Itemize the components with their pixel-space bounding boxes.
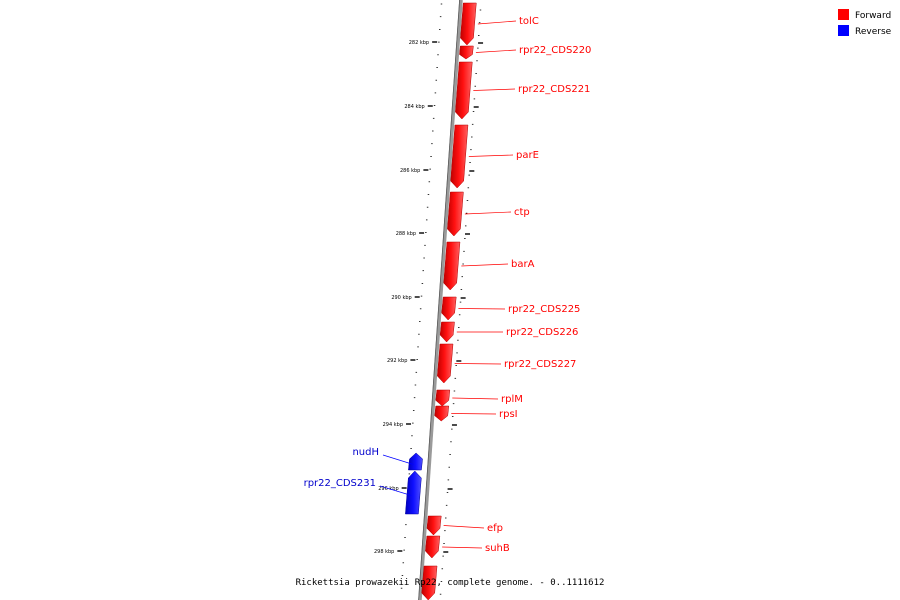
gene-leader-line xyxy=(442,546,483,549)
legend-reverse[interactable]: Reverse xyxy=(838,25,892,37)
gene-label[interactable]: rpr22_CDS231 xyxy=(304,478,376,489)
gene-rpr22_CDS227[interactable]: rpr22_CDS227 xyxy=(437,343,576,384)
gene-arrow[interactable] xyxy=(408,452,423,471)
gene-parE[interactable]: parE xyxy=(450,124,539,189)
gene-nudH[interactable]: nudH xyxy=(352,447,423,471)
tick-label: 290 kbp xyxy=(391,295,411,301)
gene-label[interactable]: barA xyxy=(511,259,535,270)
tick-label: 292 kbp xyxy=(387,358,407,364)
gene-features: tolC rpr22_CDS220 rpr22_CDS221 parE ctp barA r… xyxy=(304,2,591,600)
tick-label: 284 kbp xyxy=(404,104,424,110)
gene-leader-line xyxy=(464,211,512,215)
gene-leader-line xyxy=(458,308,506,310)
tick-label: 296 kbp xyxy=(378,486,398,492)
genome-backbone xyxy=(418,0,463,600)
gene-leader-line xyxy=(382,454,414,465)
gene-label[interactable]: efp xyxy=(487,523,503,534)
legend-forward-swatch xyxy=(838,9,849,20)
gene-arrow[interactable] xyxy=(443,241,461,291)
legend-reverse-swatch xyxy=(838,25,849,36)
gene-rpr22_CDS231[interactable]: rpr22_CDS231 xyxy=(304,470,422,515)
gene-arrow[interactable] xyxy=(435,389,451,407)
gene-arrow[interactable] xyxy=(450,124,469,189)
gene-label[interactable]: rpsI xyxy=(499,409,518,420)
gene-rplM[interactable]: rplM xyxy=(435,389,523,407)
gene-rpr22_CDS221[interactable]: rpr22_CDS221 xyxy=(455,61,590,120)
gene-leader-line xyxy=(477,20,517,25)
gene-partial-bottom[interactable] xyxy=(421,565,438,600)
tick-288-kbp: 288 kbp xyxy=(396,231,471,237)
gene-leader-line xyxy=(468,154,514,157)
gene-leader-line xyxy=(379,485,412,496)
legend-forward[interactable]: Forward xyxy=(838,9,891,21)
gene-arrow[interactable] xyxy=(439,321,455,343)
gene-label[interactable]: rpr22_CDS227 xyxy=(504,359,576,370)
gene-arrow[interactable] xyxy=(447,191,464,237)
gene-leader-line xyxy=(473,88,516,91)
tick-label: 298 kbp xyxy=(374,549,394,555)
gene-rpr22_CDS226[interactable]: rpr22_CDS226 xyxy=(439,321,578,343)
tick-label: 294 kbp xyxy=(383,422,403,428)
gene-suhB[interactable]: suhB xyxy=(425,535,510,559)
gene-arrow[interactable] xyxy=(437,343,454,384)
tick-294-kbp: 294 kbp xyxy=(383,422,457,428)
gene-label[interactable]: rpr22_CDS225 xyxy=(508,304,580,315)
gene-label[interactable]: ctp xyxy=(514,207,530,218)
tick-284-kbp: 284 kbp xyxy=(404,104,479,110)
gene-label[interactable]: rpr22_CDS226 xyxy=(506,327,578,338)
gene-arrow[interactable] xyxy=(459,45,474,60)
gene-arrow[interactable] xyxy=(421,565,438,600)
legend-forward-label: Forward xyxy=(855,11,891,21)
gene-label[interactable]: rpr22_CDS221 xyxy=(518,84,590,95)
gene-efp[interactable]: efp xyxy=(426,515,503,536)
gene-leader-line xyxy=(454,363,502,365)
tick-label: 282 kbp xyxy=(409,40,429,46)
tick-292-kbp: 292 kbp xyxy=(387,358,462,364)
gene-leader-line xyxy=(452,397,499,400)
gene-rpsI[interactable]: rpsI xyxy=(434,405,518,422)
tick-282-kbp: 282 kbp xyxy=(409,40,484,46)
tick-298-kbp: 298 kbp xyxy=(374,549,449,555)
gene-label[interactable]: parE xyxy=(516,150,539,161)
gene-arrow[interactable] xyxy=(405,470,422,515)
gene-label[interactable]: rpr22_CDS220 xyxy=(519,45,591,56)
tick-290-kbp: 290 kbp xyxy=(391,295,466,301)
gene-arrow[interactable] xyxy=(425,535,441,559)
gene-tolC[interactable]: tolC xyxy=(460,2,539,46)
gene-rpr22_CDS220[interactable]: rpr22_CDS220 xyxy=(459,45,591,60)
gene-leader-line xyxy=(461,263,509,267)
gene-barA[interactable]: barA xyxy=(443,241,535,291)
tick-label: 286 kbp xyxy=(400,168,420,174)
major-ticks: 282 kbp 284 kbp 286 kbp 288 kbp 290 kbp 292 k… xyxy=(374,40,484,555)
gene-arrow[interactable] xyxy=(434,405,450,422)
tick-label: 288 kbp xyxy=(396,231,416,237)
gene-leader-line xyxy=(475,49,517,53)
gene-arrow[interactable] xyxy=(460,2,477,46)
gene-ctp[interactable]: ctp xyxy=(447,191,530,237)
gene-rpr22_CDS225[interactable]: rpr22_CDS225 xyxy=(441,296,581,321)
gene-label[interactable]: rplM xyxy=(501,394,523,405)
gene-leader-line xyxy=(451,413,497,415)
legend-reverse-label: Reverse xyxy=(855,27,892,37)
map-caption: Rickettsia prowazekii Rp22, complete gen… xyxy=(295,578,605,588)
gene-label[interactable]: nudH xyxy=(352,447,379,458)
tick-296-kbp: 296 kbp xyxy=(378,486,453,492)
gene-label[interactable]: tolC xyxy=(519,16,539,27)
gene-leader-line xyxy=(443,525,485,529)
gene-label[interactable]: suhB xyxy=(485,543,510,554)
tick-286-kbp: 286 kbp xyxy=(400,168,475,174)
gene-arrow[interactable] xyxy=(455,61,473,120)
legend: Forward Reverse xyxy=(838,9,892,37)
gene-arrow[interactable] xyxy=(441,296,457,321)
gene-arrow[interactable] xyxy=(426,515,442,536)
